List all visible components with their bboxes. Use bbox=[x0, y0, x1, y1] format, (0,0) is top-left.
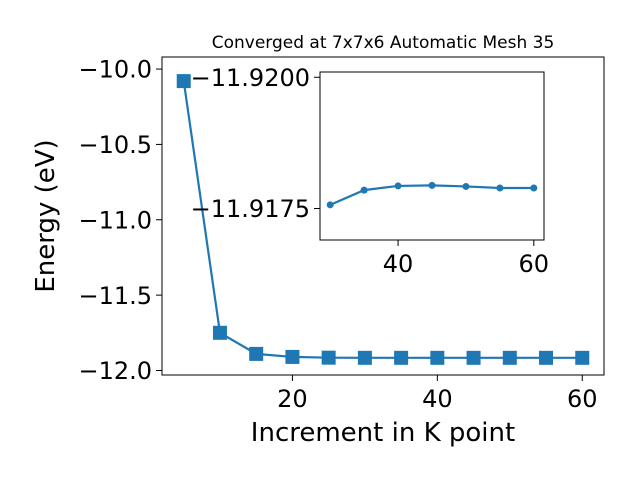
main-data-point bbox=[539, 350, 554, 365]
x-axis-label: Increment in K point bbox=[251, 418, 515, 448]
main-data-point bbox=[575, 350, 590, 365]
main-x-tick-label: 40 bbox=[422, 385, 453, 413]
main-data-point bbox=[285, 349, 300, 364]
inset-data-point bbox=[530, 184, 538, 192]
main-y-tick-label: −11.5 bbox=[78, 282, 152, 310]
main-y-tick-label: −11.0 bbox=[78, 206, 152, 234]
main-x-tick-label: 60 bbox=[567, 385, 598, 413]
main-data-point bbox=[321, 350, 336, 365]
inset-plot-frame bbox=[319, 71, 545, 241]
inset-y-tick-label: −11.9200 bbox=[191, 64, 310, 92]
main-data-point bbox=[249, 346, 264, 361]
main-data-point bbox=[430, 350, 445, 365]
inset-data-point bbox=[496, 184, 504, 192]
main-data-point bbox=[394, 350, 409, 365]
main-x-ticks: 20 40 60 bbox=[277, 375, 598, 413]
inset-data-point bbox=[394, 182, 402, 190]
main-y-ticks: −10.0 −10.5 −11.0 −11.5 −12.0 bbox=[78, 56, 162, 385]
main-data-layer bbox=[176, 74, 590, 365]
main-y-tick-label: −10.0 bbox=[78, 56, 152, 84]
main-y-tick-label: −10.5 bbox=[78, 131, 152, 159]
inset-data-point bbox=[462, 182, 470, 190]
inset-axes: 40 60 −11.9175 −11.9200 bbox=[191, 64, 549, 278]
main-x-tick-label: 20 bbox=[277, 385, 308, 413]
inset-data-layer bbox=[326, 181, 538, 209]
main-y-tick-label: −12.0 bbox=[78, 357, 152, 385]
inset-data-point bbox=[428, 181, 436, 189]
inset-x-tick-label: 60 bbox=[519, 250, 550, 278]
inset-data-point bbox=[326, 201, 334, 209]
main-data-point bbox=[176, 74, 191, 89]
inset-y-ticks: −11.9175 −11.9200 bbox=[191, 64, 320, 223]
main-data-point bbox=[212, 325, 227, 340]
inset-x-ticks: 40 60 bbox=[383, 240, 549, 278]
inset-x-tick-label: 40 bbox=[383, 250, 414, 278]
y-axis-label: Energy (eV) bbox=[31, 139, 61, 292]
main-data-point bbox=[357, 350, 372, 365]
main-data-point bbox=[466, 350, 481, 365]
main-data-point bbox=[502, 350, 517, 365]
inset-data-point bbox=[360, 186, 368, 194]
chart-title: Converged at 7x7x6 Automatic Mesh 35 bbox=[212, 33, 555, 53]
inset-y-tick-label: −11.9175 bbox=[191, 195, 310, 223]
